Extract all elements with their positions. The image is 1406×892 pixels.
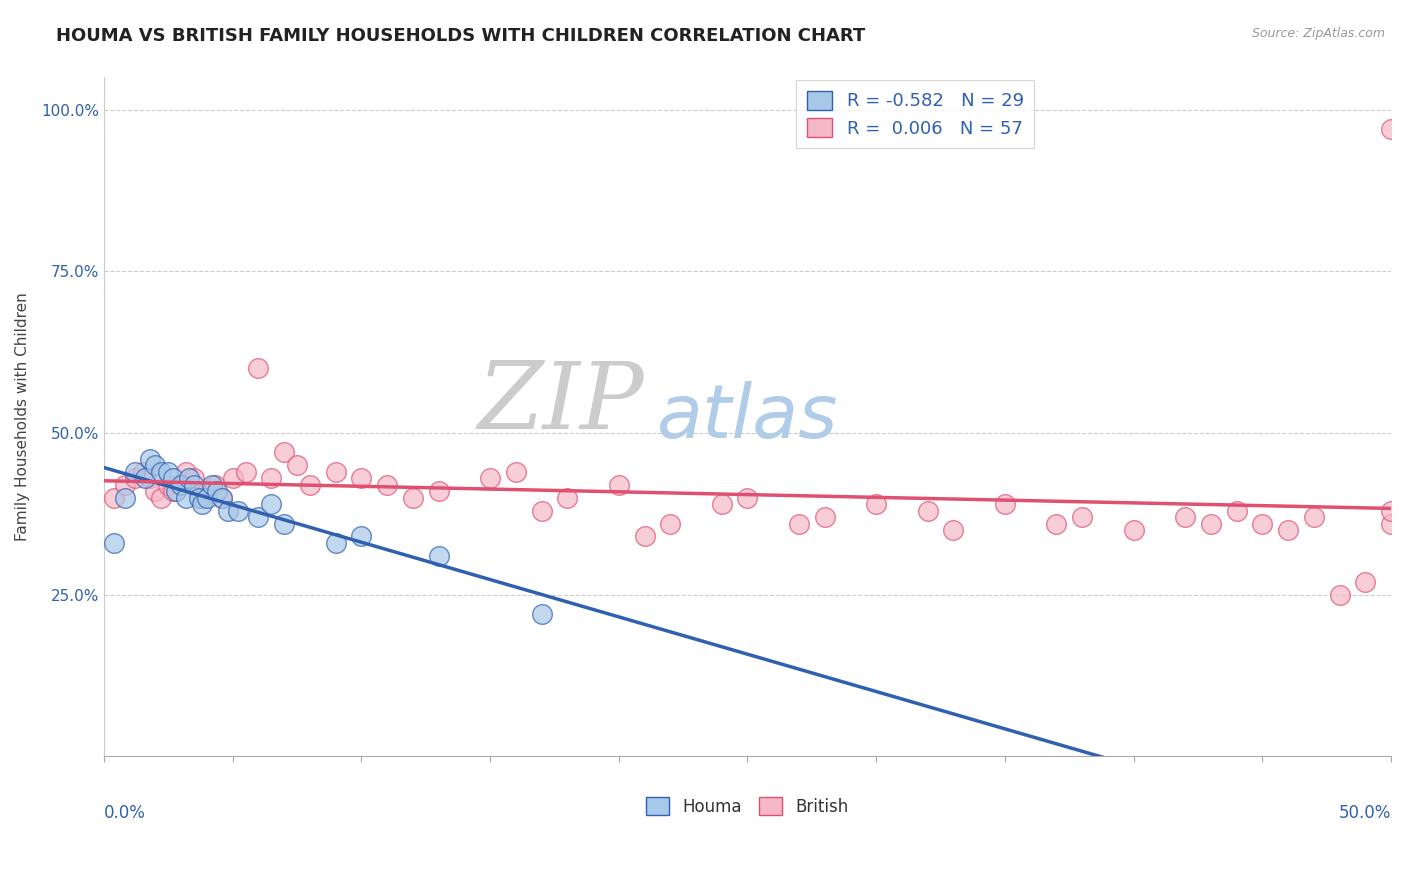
Point — [942, 523, 965, 537]
Point — [1379, 122, 1402, 136]
Point — [183, 471, 205, 485]
Point — [177, 471, 200, 485]
Point — [402, 491, 425, 505]
Point — [710, 497, 733, 511]
Point — [165, 484, 187, 499]
Point — [1174, 510, 1197, 524]
Point — [191, 497, 214, 511]
Legend: Houma, British: Houma, British — [640, 790, 855, 822]
Point — [149, 465, 172, 479]
Point — [1277, 523, 1299, 537]
Point — [1251, 516, 1274, 531]
Point — [157, 477, 180, 491]
Point — [260, 497, 283, 511]
Point — [555, 491, 578, 505]
Point — [865, 497, 887, 511]
Point — [814, 510, 837, 524]
Text: Source: ZipAtlas.com: Source: ZipAtlas.com — [1251, 27, 1385, 40]
Point — [285, 458, 308, 473]
Point — [273, 516, 295, 531]
Point — [124, 471, 146, 485]
Point — [162, 484, 184, 499]
Point — [659, 516, 682, 531]
Point — [994, 497, 1017, 511]
Point — [1225, 503, 1247, 517]
Point — [170, 477, 193, 491]
Point — [176, 465, 198, 479]
Text: HOUMA VS BRITISH FAMILY HOUSEHOLDS WITH CHILDREN CORRELATION CHART: HOUMA VS BRITISH FAMILY HOUSEHOLDS WITH … — [56, 27, 866, 45]
Point — [157, 465, 180, 479]
Point — [139, 451, 162, 466]
Point — [145, 484, 167, 499]
Point — [195, 491, 218, 505]
Point — [188, 491, 211, 505]
Point — [114, 491, 136, 505]
Point — [633, 529, 655, 543]
Point — [221, 471, 243, 485]
Point — [1379, 516, 1402, 531]
Point — [145, 458, 167, 473]
Point — [1329, 588, 1351, 602]
Point — [235, 465, 257, 479]
Point — [427, 484, 450, 499]
Point — [505, 465, 527, 479]
Point — [273, 445, 295, 459]
Point — [226, 503, 249, 517]
Point — [103, 536, 125, 550]
Text: 0.0%: 0.0% — [104, 804, 146, 822]
Point — [204, 477, 226, 491]
Point — [1071, 510, 1094, 524]
Point — [427, 549, 450, 563]
Point — [201, 477, 224, 491]
Point — [479, 471, 502, 485]
Point — [183, 477, 205, 491]
Point — [530, 607, 553, 621]
Point — [1354, 574, 1376, 589]
Point — [787, 516, 810, 531]
Point — [211, 491, 233, 505]
Point — [260, 471, 283, 485]
Point — [350, 529, 373, 543]
Point — [247, 510, 270, 524]
Point — [124, 465, 146, 479]
Text: ZIP: ZIP — [478, 359, 644, 449]
Point — [1379, 503, 1402, 517]
Point — [176, 491, 198, 505]
Point — [737, 491, 759, 505]
Point — [375, 477, 398, 491]
Point — [247, 361, 270, 376]
Point — [211, 491, 233, 505]
Point — [103, 491, 125, 505]
Point — [298, 477, 321, 491]
Point — [149, 491, 172, 505]
Point — [170, 477, 193, 491]
Point — [325, 536, 347, 550]
Point — [195, 484, 218, 499]
Point — [139, 471, 162, 485]
Point — [191, 491, 214, 505]
Point — [1302, 510, 1324, 524]
Point — [607, 477, 630, 491]
Point — [207, 484, 229, 499]
Point — [530, 503, 553, 517]
Point — [917, 503, 939, 517]
Point — [350, 471, 373, 485]
Point — [1045, 516, 1067, 531]
Point — [114, 477, 136, 491]
Point — [1199, 516, 1222, 531]
Point — [325, 465, 347, 479]
Point — [131, 465, 153, 479]
Y-axis label: Family Households with Children: Family Households with Children — [15, 293, 30, 541]
Text: 50.0%: 50.0% — [1339, 804, 1391, 822]
Point — [1122, 523, 1144, 537]
Text: atlas: atlas — [658, 381, 839, 453]
Point — [217, 503, 239, 517]
Point — [162, 471, 184, 485]
Point — [134, 471, 156, 485]
